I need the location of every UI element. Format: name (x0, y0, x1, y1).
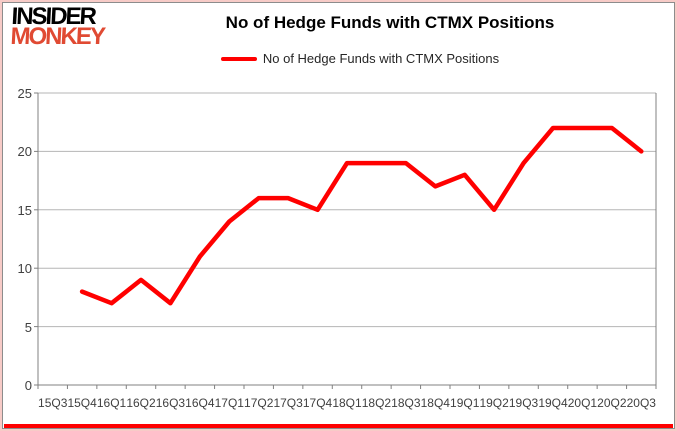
y-axis-label: 20 (17, 144, 32, 160)
x-axis-label: 18Q1 (332, 396, 362, 410)
x-axis-label: 17Q1 (214, 396, 244, 410)
x-axis-label: 16Q3 (155, 396, 186, 410)
y-axis-label: 0 (24, 378, 32, 393)
y-axis-label: 25 (17, 86, 32, 101)
x-axis-label: 16Q2 (126, 396, 156, 410)
x-axis-label: 17Q2 (244, 396, 274, 410)
x-axis-label: 18Q2 (361, 396, 392, 410)
logo-word-monkey: MONKEY (9, 23, 105, 51)
x-axis-label: 15Q3 (38, 396, 68, 410)
legend-label: No of Hedge Funds with CTMX Positions (262, 51, 500, 66)
x-axis-label: 17Q4 (302, 396, 333, 410)
x-axis-label: 19Q1 (450, 396, 480, 410)
series-line (79, 125, 644, 306)
x-axis-label: 20Q2 (597, 396, 627, 410)
chart-title: No of Hedge Funds with CTMX Positions (225, 13, 555, 32)
x-axis-label: 16Q1 (96, 396, 127, 410)
x-axis-label: 16Q4 (185, 396, 215, 410)
x-axis-label: 18Q3 (391, 396, 421, 410)
x-axis-label: 15Q4 (67, 396, 97, 410)
x-axis-label: 19Q2 (479, 396, 509, 410)
y-axis-label: 5 (24, 319, 32, 335)
x-axis-label: 19Q3 (508, 396, 539, 410)
legend: No of Hedge Funds with CTMX Positions (130, 51, 590, 66)
y-axis-label: 15 (17, 202, 32, 218)
x-axis-label: 19Q4 (538, 396, 568, 410)
x-axis-label: 20Q3 (626, 396, 656, 410)
x-axis-label: 17Q3 (273, 396, 303, 410)
y-axis-label: 10 (17, 261, 32, 277)
x-axis-label: 20Q1 (567, 396, 598, 410)
bottom-red-rule (4, 424, 673, 428)
insider-monkey-logo: INSIDER MONKEY (9, 3, 105, 51)
legend-line-swatch (220, 56, 257, 61)
x-axis-label: 18Q4 (420, 396, 450, 410)
